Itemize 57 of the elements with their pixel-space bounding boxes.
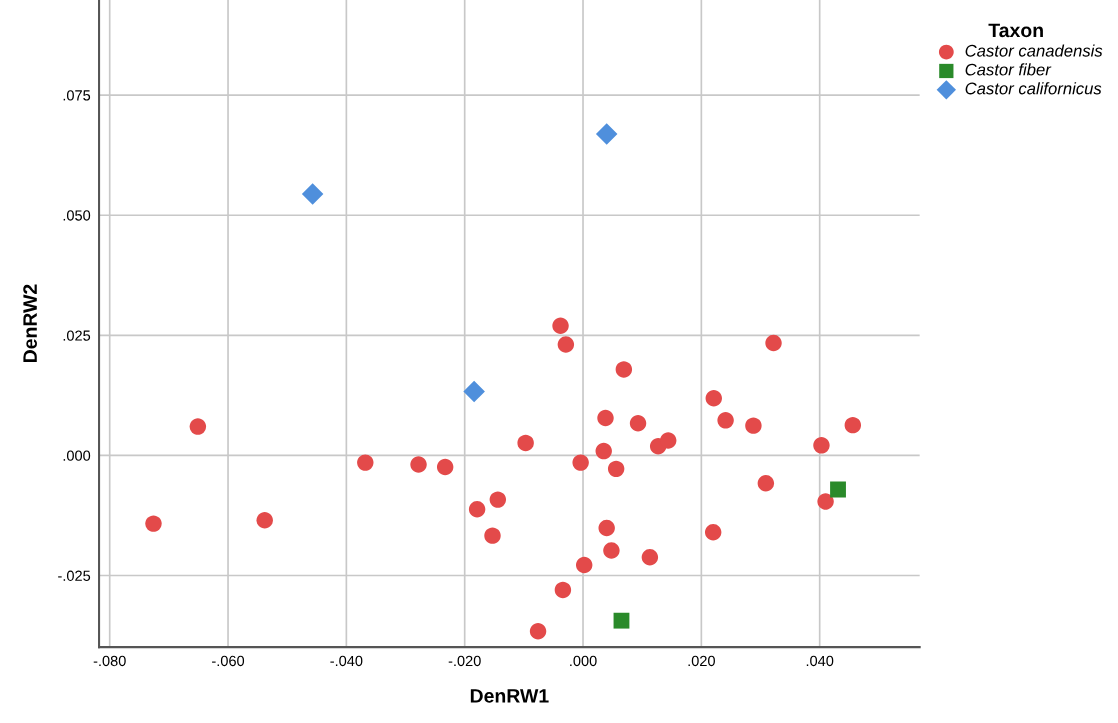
legend-label: Castor californicus	[965, 82, 1102, 95]
point	[256, 512, 273, 529]
point	[717, 412, 734, 429]
point	[572, 454, 589, 471]
x-tick-label: .040	[806, 655, 834, 667]
x-tick-label: .020	[688, 655, 715, 667]
point	[517, 434, 534, 452]
point	[830, 481, 846, 498]
point	[595, 442, 612, 460]
point	[575, 556, 593, 574]
point	[410, 456, 427, 473]
y-tick-label: .000	[63, 450, 91, 461]
legend-title: Taxon	[988, 23, 1043, 38]
point	[603, 542, 620, 559]
y-tick-label: .050	[63, 210, 91, 221]
point	[629, 415, 647, 432]
point	[189, 418, 207, 435]
point	[641, 549, 659, 566]
point	[145, 515, 162, 532]
point	[705, 390, 722, 407]
point	[607, 460, 625, 478]
point	[529, 623, 547, 640]
point	[557, 336, 575, 353]
point	[813, 437, 830, 454]
point	[757, 475, 775, 492]
x-axis-title: DenRW1	[470, 689, 549, 703]
point	[484, 527, 501, 544]
point	[554, 581, 572, 599]
x-tick-label: -.060	[212, 655, 245, 667]
point	[301, 183, 324, 205]
point	[745, 417, 762, 434]
y-axis-title: DenRW2	[23, 284, 37, 363]
x-tick-label: -.080	[93, 655, 126, 667]
point	[817, 493, 834, 510]
legend-label: Castor canadensis	[965, 44, 1103, 57]
point	[613, 612, 630, 629]
point	[598, 519, 615, 537]
y-tick-label: -.025	[58, 570, 91, 581]
point	[595, 123, 618, 145]
point	[357, 454, 374, 471]
y-tick-label: .075	[63, 90, 91, 101]
point	[468, 501, 486, 518]
point	[552, 317, 569, 334]
x-tick-label: -.040	[330, 655, 363, 667]
point	[704, 524, 722, 541]
point	[615, 361, 633, 378]
point	[436, 458, 454, 476]
x-tick-label: .000	[570, 655, 597, 667]
x-tick-label: -.020	[448, 655, 481, 667]
point	[489, 491, 507, 508]
y-tick-label: .025	[63, 330, 91, 341]
point	[765, 334, 782, 352]
point	[463, 380, 485, 403]
point	[844, 416, 862, 434]
legend-label: Castor fiber	[965, 63, 1052, 76]
point	[597, 409, 614, 427]
point	[660, 432, 677, 449]
